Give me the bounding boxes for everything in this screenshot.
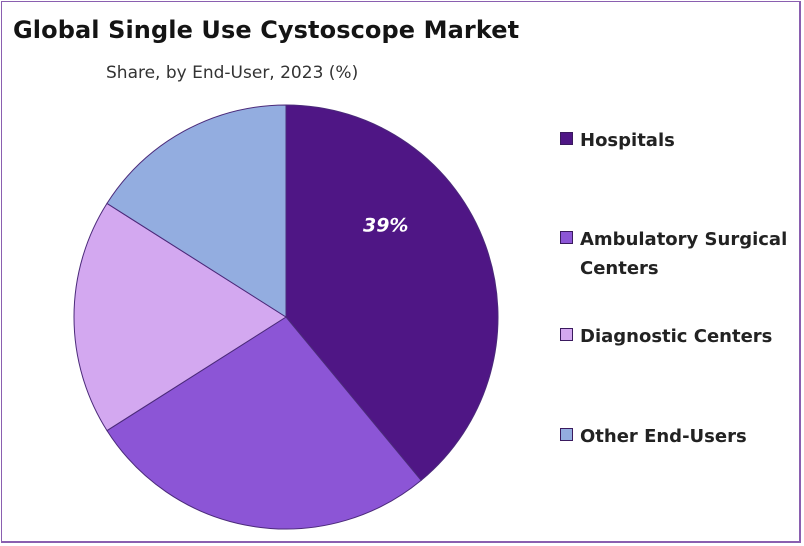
legend-label-diagnostic-centers: Diagnostic Centers (580, 326, 773, 347)
chart-title: Global Single Use Cystoscope Market (13, 16, 520, 44)
legend-item-ambulatory-surgical-centers: Ambulatory Surgical Centers (560, 225, 800, 283)
legend-item-other-end-users: Other End-Users (560, 422, 800, 451)
legend-item-hospitals: Hospitals (560, 126, 800, 155)
legend-label-other-end-users: Other End-Users (580, 426, 747, 447)
legend-swatch-diagnostic-centers (560, 328, 573, 341)
legend-swatch-other-end-users (560, 428, 573, 441)
legend-label-ambulatory-surgical-centers: Ambulatory Surgical Centers (580, 229, 788, 279)
pie-slice-diagnostic-centers (73, 202, 287, 432)
legend-swatch-hospitals (560, 132, 573, 145)
legend-swatch-ambulatory-surgical-centers (560, 231, 573, 244)
pie-slice-other-end-users (106, 104, 287, 318)
chart-subtitle: Share, by End-User, 2023 (%) (106, 63, 359, 83)
data-label-hospitals: 39% (363, 215, 408, 237)
legend-label-hospitals: Hospitals (580, 130, 675, 151)
pie-chart: 39% (73, 104, 499, 530)
pie-slice-ambulatory-surgical-centers (106, 316, 422, 530)
pie-slice-hospitals (285, 104, 499, 482)
legend-item-diagnostic-centers: Diagnostic Centers (560, 322, 800, 351)
